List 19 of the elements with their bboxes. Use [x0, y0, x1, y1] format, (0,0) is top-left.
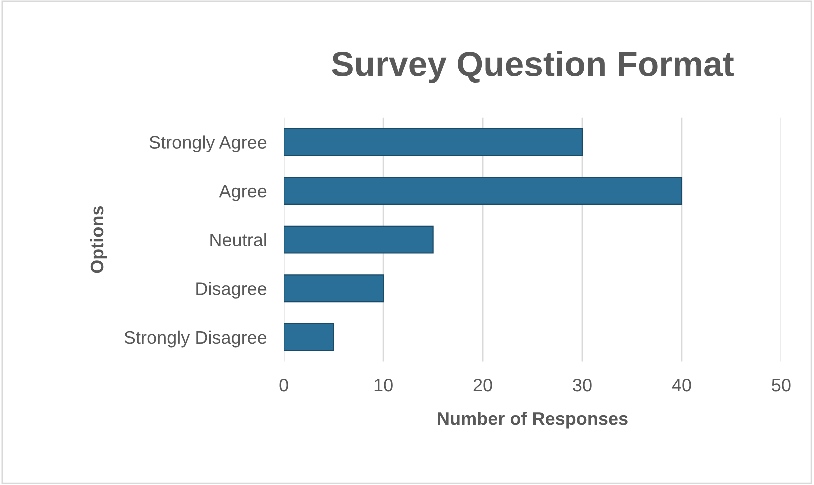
- y-tick-label: Neutral: [210, 233, 266, 247]
- y-tick-label: Disagree: [196, 282, 267, 299]
- x-tick-label: 30: [573, 378, 592, 392]
- y-tick-label: Agree: [219, 185, 267, 202]
- y-tick-label: Strongly Agree: [150, 136, 267, 153]
- bar: [284, 128, 584, 156]
- bar: [284, 323, 334, 352]
- x-axis-title: Number of Responses: [438, 412, 628, 429]
- bar: [284, 226, 434, 254]
- bar: [284, 274, 384, 303]
- x-tick-label: 20: [474, 378, 492, 392]
- bar: [284, 177, 683, 206]
- y-tick-label: Strongly Disagree: [124, 330, 267, 348]
- x-tick-label: 40: [672, 378, 692, 392]
- x-tick-label: 10: [374, 378, 393, 392]
- x-tick-label: 0: [280, 378, 288, 392]
- y-axis-title: Options: [90, 206, 108, 274]
- x-tick-label: 50: [772, 378, 791, 392]
- chart-title: Survey Question Format: [332, 51, 734, 84]
